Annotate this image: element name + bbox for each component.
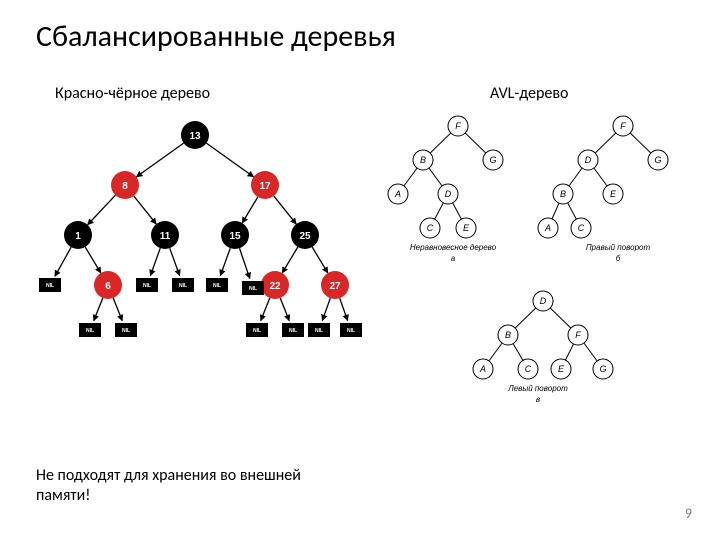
svg-text:E: E	[463, 223, 470, 233]
svg-text:E: E	[558, 364, 565, 374]
svg-text:B: B	[505, 330, 511, 340]
svg-text:а: а	[451, 254, 456, 263]
svg-text:F: F	[620, 121, 626, 131]
svg-text:G: G	[654, 155, 661, 165]
svg-text:25: 25	[299, 231, 311, 242]
svg-text:F: F	[575, 330, 581, 340]
svg-text:B: B	[420, 155, 426, 165]
svg-text:D: D	[445, 189, 452, 199]
svg-text:Правый поворот: Правый поворот	[586, 243, 651, 252]
svg-text:в: в	[536, 395, 540, 404]
avl-tree-diagram: F B G A D C E Неравновесное дерево а F D G B E A C Правы…	[378, 112, 708, 432]
svg-text:1: 1	[75, 231, 81, 242]
svg-text:15: 15	[229, 231, 241, 242]
svg-text:NIL: NIL	[249, 286, 257, 292]
svg-text:Левый поворот: Левый поворот	[507, 384, 568, 393]
svg-text:B: B	[560, 189, 566, 199]
svg-text:NIL: NIL	[289, 328, 297, 334]
svg-text:C: C	[525, 364, 532, 374]
page-number: 9	[685, 505, 692, 522]
svg-text:NIL: NIL	[179, 283, 187, 289]
svg-text:NIL: NIL	[253, 328, 261, 334]
svg-text:NIL: NIL	[315, 328, 323, 334]
svg-text:27: 27	[329, 281, 341, 292]
svg-text:NIL: NIL	[143, 283, 151, 289]
svg-text:22: 22	[269, 281, 281, 292]
svg-text:NIL: NIL	[46, 283, 54, 289]
svg-text:C: C	[578, 223, 585, 233]
svg-text:17: 17	[259, 181, 271, 192]
svg-text:E: E	[610, 189, 617, 199]
svg-text:б: б	[616, 254, 621, 263]
svg-text:A: A	[394, 189, 401, 199]
svg-text:11: 11	[160, 231, 171, 242]
svg-text:NIL: NIL	[86, 328, 94, 334]
subtitle-left: Красно-чёрное дерево	[55, 84, 210, 103]
svg-text:A: A	[544, 223, 551, 233]
svg-text:NIL: NIL	[122, 328, 130, 334]
svg-text:6: 6	[105, 281, 111, 292]
svg-text:8: 8	[122, 181, 128, 192]
svg-text:NIL: NIL	[347, 328, 355, 334]
svg-text:D: D	[585, 155, 592, 165]
svg-text:F: F	[455, 121, 461, 131]
svg-text:G: G	[599, 364, 606, 374]
svg-text:G: G	[489, 155, 496, 165]
svg-text:A: A	[479, 364, 486, 374]
svg-text:C: C	[427, 223, 434, 233]
svg-text:Неравновесное дерево: Неравновесное дерево	[410, 243, 497, 252]
svg-text:13: 13	[189, 131, 201, 142]
subtitle-right: AVL-дерево	[490, 84, 568, 103]
footer-note: Не подходят для хранения во внешней памя…	[36, 466, 336, 506]
slide-title: Сбалансированные деревья	[36, 18, 396, 55]
svg-text:D: D	[540, 296, 547, 306]
svg-text:NIL: NIL	[213, 283, 221, 289]
red-black-tree-diagram: 13817111152562227NILNILNILNILNILNILNILNI…	[30, 115, 370, 350]
